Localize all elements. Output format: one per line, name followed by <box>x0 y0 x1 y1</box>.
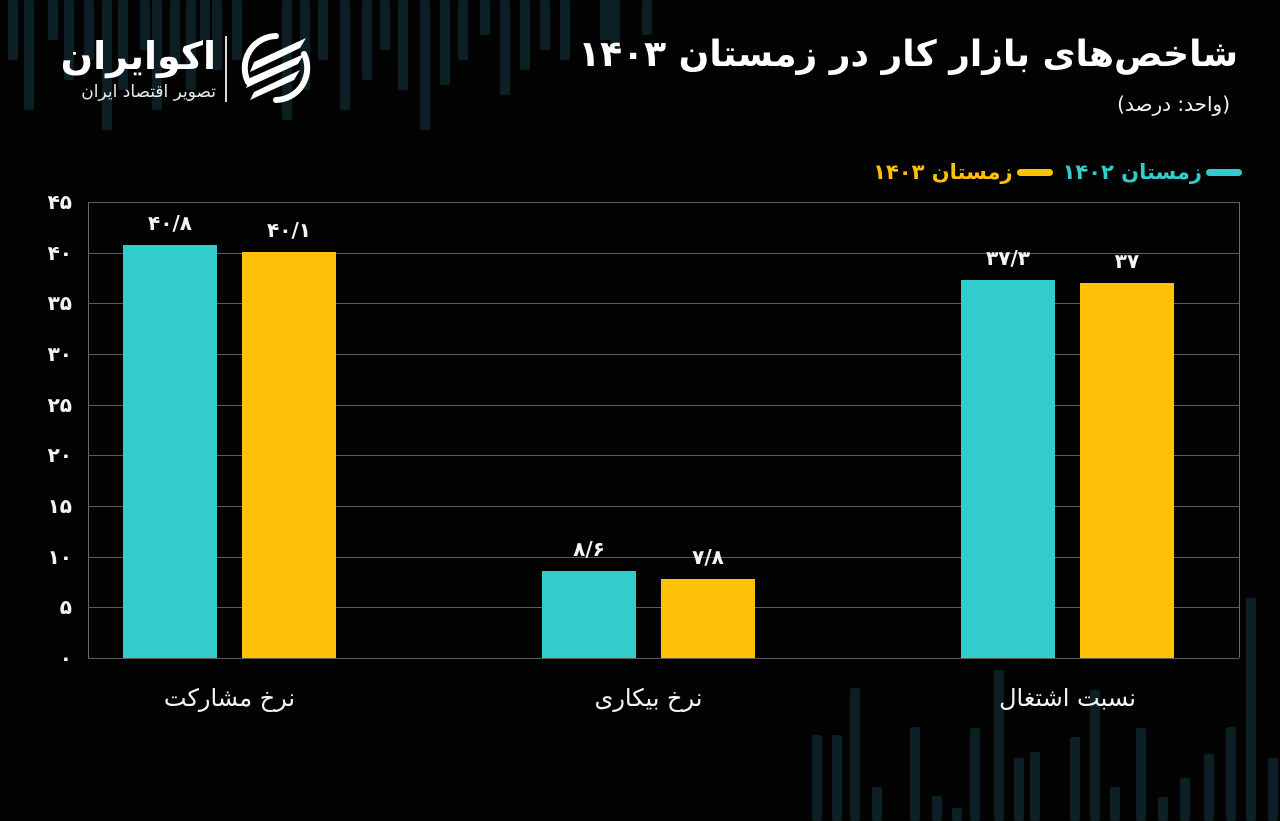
bar <box>542 570 636 658</box>
y-tick-label: ۲۵ <box>47 392 72 417</box>
y-tick-label: ۴۰ <box>47 240 72 265</box>
y-tick-label: ۲۰ <box>47 443 72 468</box>
gridline <box>88 252 1239 254</box>
brand-logo: اکوایران تصویر اقتصاد ایران <box>48 32 311 108</box>
bar <box>661 578 755 658</box>
y-tick-label: ۱۰ <box>47 544 72 569</box>
logo-divider <box>225 36 227 102</box>
category-label: نسبت اشتغال <box>999 684 1136 712</box>
legend-item-1402: زمستان ۱۴۰۲ <box>1063 160 1242 184</box>
gridline <box>88 506 1239 507</box>
gridline <box>88 404 1239 406</box>
legend-label-1402: زمستان ۱۴۰۲ <box>1062 160 1202 184</box>
y-axis-line <box>88 202 89 658</box>
legend-swatch-1403 <box>1016 168 1053 176</box>
legend-swatch-1402 <box>1206 168 1242 176</box>
plot-area: ۴۰/۸ ۴۰/۱ ۸/۶ ۷/۸ ۳۷/۳ ۳۷ <box>88 202 1240 659</box>
legend-item-1403: زمستان ۱۴۰۳ <box>873 160 1053 184</box>
bar <box>242 251 336 658</box>
bar-value-label: ۳۷ <box>1114 249 1140 274</box>
bar <box>961 280 1055 658</box>
bar-value-label: ۸/۶ <box>573 536 605 561</box>
gridline <box>88 303 1239 305</box>
bar <box>1080 283 1174 658</box>
y-tick-label: ۱۵ <box>47 494 72 518</box>
legend: زمستان ۱۴۰۳ زمستان ۱۴۰۲ <box>873 160 1242 184</box>
brand-name: اکوایران <box>60 34 216 78</box>
bar <box>123 244 217 658</box>
y-tick-label: ۳۵ <box>47 291 72 316</box>
category-label: نرخ بیکاری <box>594 684 703 712</box>
bar-value-label: ۷/۸ <box>692 544 724 569</box>
bar-value-label: ۳۷/۳ <box>986 246 1030 271</box>
ecoiran-logo-icon <box>241 33 311 103</box>
category-label: نرخ مشارکت <box>163 684 296 712</box>
bar-value-label: ۴۰/۱ <box>267 217 311 242</box>
y-tick-label: ۰ <box>59 646 72 670</box>
gridline <box>88 556 1239 558</box>
y-tick-label: ۴۵ <box>47 190 72 214</box>
y-tick-label: ۳۰ <box>47 342 72 366</box>
gridline <box>88 354 1239 355</box>
y-tick-label: ۵ <box>59 595 72 620</box>
chart-subtitle: (واحد: درصد) <box>1117 92 1230 116</box>
brand-tagline: تصویر اقتصاد ایران <box>81 82 216 102</box>
gridline <box>88 455 1239 457</box>
gridline <box>88 658 1239 659</box>
bar-value-label: ۴۰/۸ <box>148 210 192 235</box>
chart-title: شاخص‌های بازار کار در زمستان ۱۴۰۳ <box>578 34 1238 75</box>
legend-label-1403: زمستان ۱۴۰۳ <box>873 160 1013 184</box>
gridline <box>88 202 1239 203</box>
